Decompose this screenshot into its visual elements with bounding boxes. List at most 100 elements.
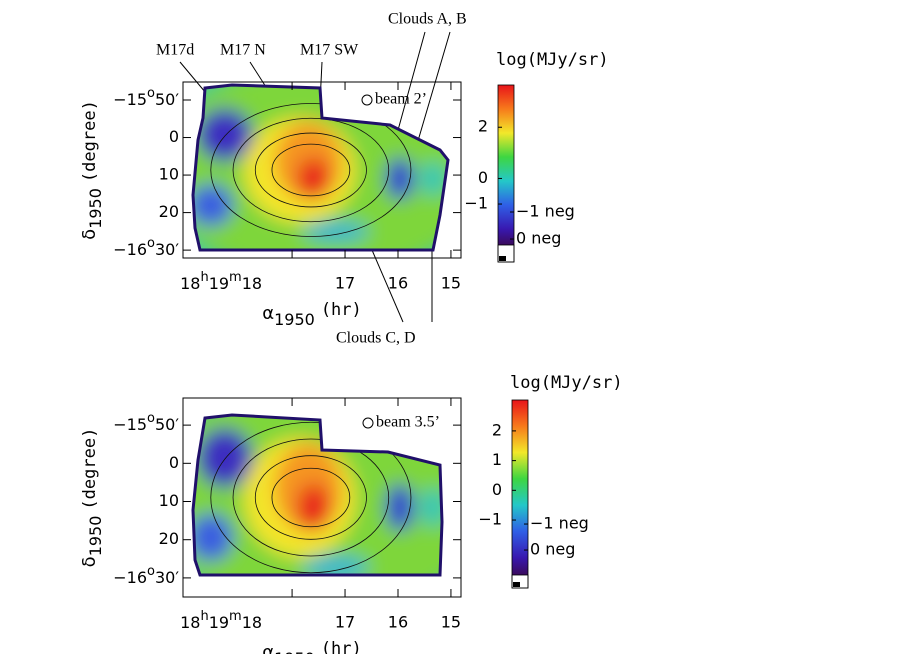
tick-label: −1 — [464, 194, 488, 213]
colorbar-frame — [511, 399, 529, 589]
tick-label: 0 — [478, 168, 488, 187]
beam-marker — [361, 94, 373, 106]
map-region — [296, 157, 331, 200]
annotation: M17 N — [220, 42, 266, 59]
annotation: Clouds A, B — [388, 11, 467, 28]
x-axis-label: α1950 (hr) — [262, 639, 362, 654]
tick-label: 0 neg — [530, 540, 575, 559]
tick-label: 17 — [335, 274, 355, 293]
map-region — [302, 221, 370, 243]
text-part: 30′ — [155, 240, 179, 259]
plot-frame — [182, 81, 462, 259]
text-part: −16 — [113, 567, 147, 586]
beam-label: beam 2’ — [375, 91, 427, 108]
tick-label: 16 — [388, 274, 408, 293]
text-part: α — [262, 303, 274, 324]
text-part: 1950 — [86, 516, 105, 557]
text-part: 50′ — [155, 90, 179, 109]
plot-frame — [182, 397, 462, 598]
tick-label: 0 — [492, 480, 502, 499]
tick-label: −15o50′ — [113, 86, 179, 109]
text-part: 18 — [242, 613, 262, 632]
annotation: M17d — [156, 42, 194, 59]
text-part: o — [147, 563, 155, 578]
colorbar-neg-swatch — [499, 256, 506, 261]
text-part: 1950 — [274, 649, 315, 654]
colorbar-neg-swatch — [513, 582, 520, 587]
tick-label: 20 — [159, 529, 179, 548]
map-region — [419, 161, 448, 197]
text-part: −15 — [113, 415, 147, 434]
contour-line — [254, 455, 367, 540]
tick-label: 10 — [159, 165, 179, 184]
colorbar-title: log(MJy/sr) — [496, 50, 609, 70]
text-part: (hr) — [321, 300, 362, 320]
contour-line — [232, 438, 390, 557]
text-part: 50′ — [155, 415, 179, 434]
text-part: 1950 — [274, 310, 315, 329]
map-region — [196, 427, 253, 488]
text-part: h — [200, 609, 208, 624]
map-outline — [191, 83, 450, 252]
colorbar-title: log(MJy/sr) — [510, 373, 623, 393]
y-axis-label: δ1950 (degree) — [79, 100, 105, 240]
map-region — [302, 555, 370, 575]
contour-line — [232, 117, 390, 223]
text-part: o — [147, 411, 155, 426]
text-part: 30′ — [155, 567, 179, 586]
tick-label: 1 — [492, 450, 502, 469]
text-part: 1950 — [86, 188, 105, 229]
text-part: δ — [79, 556, 100, 567]
tick-label: −16o30′ — [113, 236, 179, 259]
y-axis-label: δ1950 (degree) — [79, 428, 105, 568]
colorbar — [512, 400, 528, 575]
tick-label: 18h19m18 — [180, 270, 262, 293]
tick-label: −1 — [478, 510, 502, 529]
text-part: m — [229, 270, 242, 285]
text-part: (hr) — [321, 639, 362, 654]
tick-label: −16o30′ — [113, 563, 179, 586]
text-part: −16 — [113, 240, 147, 259]
annotation: M17 SW — [300, 42, 359, 59]
text-part: o — [147, 236, 155, 251]
contour-line — [210, 421, 412, 574]
map-region — [196, 108, 253, 162]
text-part: 19 — [209, 274, 229, 293]
text-part: o — [147, 86, 155, 101]
text-part: 19 — [209, 613, 229, 632]
contour-line — [254, 132, 367, 208]
text-part: 18 — [180, 613, 200, 632]
tick-label: 20 — [159, 202, 179, 221]
beam-marker — [362, 417, 374, 429]
text-part: δ — [79, 229, 100, 240]
beam-label: beam 3.5’ — [376, 414, 440, 431]
text-part: (degree) — [80, 100, 100, 182]
tick-label: −1 neg — [530, 514, 589, 533]
contour-line — [271, 467, 351, 528]
tick-label: 15 — [441, 613, 461, 632]
text-part: h — [200, 270, 208, 285]
tick-label: 0 — [169, 127, 179, 146]
contour-line — [271, 143, 351, 197]
map-region — [193, 513, 234, 562]
tick-label: 16 — [388, 613, 408, 632]
colorbar — [498, 85, 514, 245]
text-part: 18 — [180, 274, 200, 293]
tick-label: 17 — [335, 613, 355, 632]
map-region — [296, 483, 331, 532]
tick-label: −1 neg — [516, 202, 575, 221]
tick-label: 18h19m18 — [180, 609, 262, 632]
text-part: m — [229, 609, 242, 624]
text-part: −15 — [113, 90, 147, 109]
tick-label: 2 — [478, 117, 488, 136]
tick-label: −15o50′ — [113, 411, 179, 434]
text-part: 18 — [242, 274, 262, 293]
map-region — [385, 483, 414, 532]
map-region — [193, 184, 234, 227]
tick-label: 2 — [492, 420, 502, 439]
annotation: Clouds C, D — [336, 330, 416, 347]
tick-label: 15 — [441, 274, 461, 293]
text-part: α — [262, 642, 274, 654]
tick-label: 0 neg — [516, 229, 561, 248]
